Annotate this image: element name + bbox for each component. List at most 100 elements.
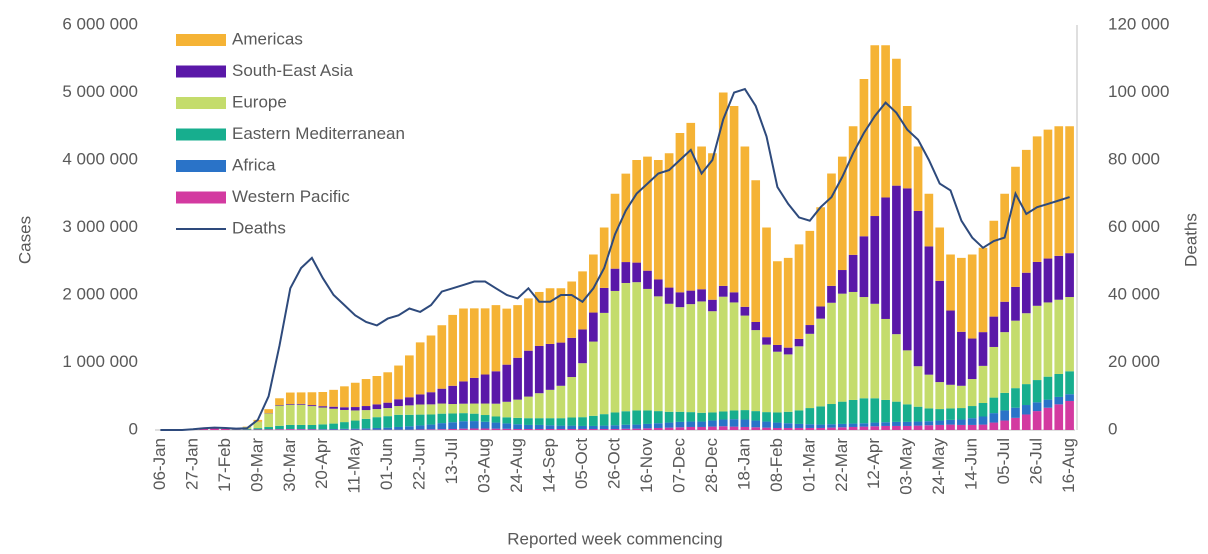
bar-segment <box>286 404 295 405</box>
bar-segment <box>297 425 306 429</box>
bar-segment <box>535 425 544 429</box>
bar-segment <box>751 180 760 322</box>
bar-segment <box>914 407 923 422</box>
bar-segment <box>1054 397 1063 404</box>
bar-segment <box>860 423 869 426</box>
x-tick-label: 11-May <box>345 438 364 494</box>
bar-segment <box>989 423 998 430</box>
bar-segment <box>524 429 533 430</box>
bar-segment <box>860 297 869 398</box>
bar-segment <box>805 231 814 325</box>
x-tick-label: 01-Mar <box>799 438 818 492</box>
bar-segment <box>264 427 273 429</box>
bar-segment <box>297 404 306 405</box>
bar-segment <box>935 382 944 409</box>
bar-segment <box>730 419 739 426</box>
bar-segment <box>621 429 630 430</box>
bar-segment <box>405 397 414 405</box>
bar-segment <box>362 419 371 428</box>
bar-segment <box>535 346 544 393</box>
bar-segment <box>1011 388 1020 408</box>
bar-segment <box>870 398 879 422</box>
bar-segment <box>459 381 468 403</box>
bar-segment <box>925 194 934 247</box>
x-tick-label: 22-Jun <box>410 438 429 490</box>
x-tick-label: 03-Aug <box>475 438 494 493</box>
bar-segment <box>578 426 587 429</box>
bar-segment <box>340 407 349 410</box>
y-tick-label: 6 000 000 <box>62 14 138 33</box>
bar-segment <box>470 378 479 404</box>
y2-tick-label: 100 000 <box>1108 82 1169 101</box>
x-tick-label: 16-Nov <box>637 438 656 493</box>
bar-segment <box>492 423 501 429</box>
bar-segment <box>621 411 630 425</box>
bar-segment <box>719 286 728 297</box>
bar-segment <box>1054 374 1063 397</box>
bar-segment <box>600 429 609 430</box>
bar-segment <box>513 305 522 358</box>
bar-segment <box>253 429 262 430</box>
bar-segment <box>892 402 901 422</box>
bar-segment <box>340 422 349 429</box>
y-tick-label: 3 000 000 <box>62 217 138 236</box>
bar-segment <box>502 423 511 428</box>
bar-segment <box>903 188 912 350</box>
bar-segment <box>741 427 750 430</box>
bar-segment <box>838 294 847 402</box>
bar-segment <box>925 246 934 374</box>
x-tick-label: 28-Dec <box>702 438 721 493</box>
bar-segment <box>524 425 533 429</box>
bar-segment <box>762 345 771 413</box>
bar-segment <box>795 428 804 430</box>
bar-segment <box>784 423 793 428</box>
bar-segment <box>513 358 522 400</box>
bar-segment <box>481 415 490 422</box>
bar-segment <box>448 386 457 404</box>
bar-segment <box>1033 380 1042 402</box>
bar-segment <box>524 298 533 350</box>
bar-segment <box>459 429 468 430</box>
bar-segment <box>838 270 847 294</box>
bar-segment <box>632 160 641 263</box>
bar-segment <box>492 429 501 430</box>
bar-segment <box>914 422 923 426</box>
bar-segment <box>1033 136 1042 262</box>
bar-segment <box>914 211 923 366</box>
bar-segment <box>481 375 490 404</box>
bar-segment <box>524 418 533 425</box>
bar-segment <box>784 428 793 430</box>
bar-segment <box>643 289 652 411</box>
bar-segment <box>286 393 295 404</box>
bar-segment <box>1054 404 1063 430</box>
legend-swatch <box>176 192 226 204</box>
bar-segment <box>849 400 858 424</box>
y2-axis-title: Deaths <box>1181 213 1200 267</box>
bar-segment <box>340 429 349 430</box>
bar-segment <box>751 322 760 330</box>
bar-segment <box>535 292 544 346</box>
bar-segment <box>405 415 414 426</box>
bar-segment <box>989 398 998 414</box>
bar-segment <box>1065 371 1074 394</box>
bar-segment <box>989 413 998 422</box>
bar-segment <box>925 375 934 409</box>
y2-tick-label: 0 <box>1108 419 1117 438</box>
bar-segment <box>513 429 522 430</box>
bar-segment <box>492 371 501 403</box>
bar-segment <box>665 412 674 423</box>
bar-segment <box>448 422 457 429</box>
bar-segment <box>383 416 392 427</box>
bar-segment <box>870 45 879 216</box>
bar-segment <box>567 429 576 430</box>
bar-segment <box>1044 130 1053 259</box>
bar-segment <box>459 413 468 421</box>
bar-segment <box>805 428 814 430</box>
bar-segment <box>470 421 479 428</box>
bar-segment <box>708 427 717 430</box>
bar-segment <box>676 427 685 430</box>
bar-segment <box>394 399 403 406</box>
bar-segment <box>492 417 501 423</box>
bar-segment <box>654 296 663 411</box>
bar-segment <box>773 423 782 428</box>
